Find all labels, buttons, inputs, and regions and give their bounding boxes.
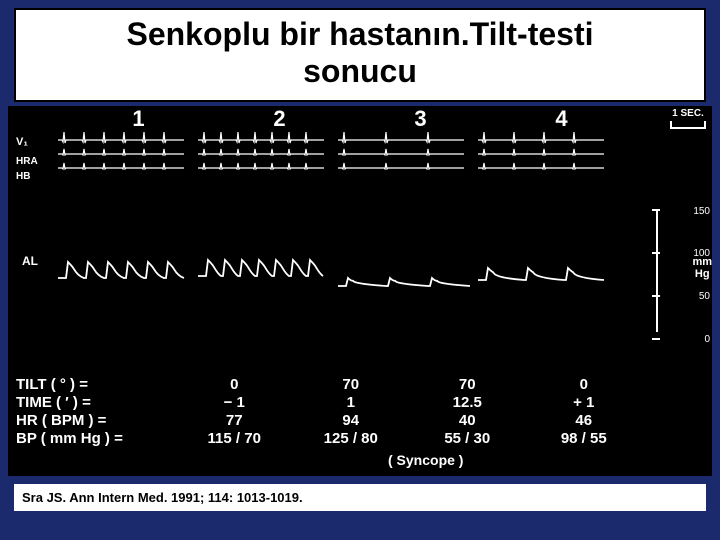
ecg-trace xyxy=(198,163,324,169)
table-cell: − 1 xyxy=(176,394,293,411)
ecg-trace xyxy=(478,149,604,155)
syncope-label: ( Syncope ) xyxy=(388,452,463,468)
title-line-2: sonucu xyxy=(303,53,417,89)
panel-number: 1 xyxy=(132,106,144,132)
panel-number: 2 xyxy=(273,106,285,132)
bp-tick-mark xyxy=(652,295,660,297)
lead-hb: HB xyxy=(16,171,38,182)
arterial-trace xyxy=(338,278,470,286)
bp-scale: 150100500 mm Hg xyxy=(650,206,710,336)
panel-number: 3 xyxy=(414,106,426,132)
sec-label: 1 SEC. xyxy=(672,108,704,119)
ecg-trace xyxy=(58,149,184,155)
ecg-trace xyxy=(338,163,464,169)
figure-area: 1 2 3 4 1 SEC. V₁ HRA HB AL 150100500 mm xyxy=(8,106,712,476)
table-cell: 12.5 xyxy=(409,394,526,411)
ecg-trace xyxy=(338,132,464,143)
slide-title: Senkoplu bir hastanın.Tilt-testi sonucu xyxy=(28,16,692,90)
citation-box: Sra JS. Ann Intern Med. 1991; 114: 1013-… xyxy=(14,484,706,511)
arterial-signal xyxy=(58,224,642,300)
sec-bracket-icon xyxy=(670,121,706,129)
arterial-trace xyxy=(478,268,604,280)
ecg-signals xyxy=(58,132,642,180)
table-cell: 115 / 70 xyxy=(176,430,293,447)
ecg-trace xyxy=(198,132,324,143)
bp-tick-mark xyxy=(652,252,660,254)
table-cell: 98 / 55 xyxy=(526,430,643,447)
title-box: Senkoplu bir hastanın.Tilt-testi sonucu xyxy=(14,8,706,102)
ecg-trace xyxy=(58,163,184,169)
bp-unit: mm Hg xyxy=(692,256,712,280)
table-row: TILT ( ° ) =070700 xyxy=(16,376,642,393)
table-cell: 46 xyxy=(526,412,643,429)
arterial-trace xyxy=(198,260,323,276)
table-cell: 94 xyxy=(293,412,410,429)
table-cell: 125 / 80 xyxy=(293,430,410,447)
table-cell: 0 xyxy=(526,376,643,393)
title-line-1: Senkoplu bir hastanın.Tilt-testi xyxy=(126,16,593,52)
lead-labels: V₁ HRA HB xyxy=(16,136,38,184)
ecg-trace xyxy=(58,132,184,143)
row-label: TIME ( ′ ) = xyxy=(16,394,176,411)
row-label: BP ( mm Hg ) = xyxy=(16,430,176,447)
table-cell: 55 / 30 xyxy=(409,430,526,447)
ecg-trace xyxy=(198,149,324,155)
table-row: HR ( BPM ) =77944046 xyxy=(16,412,642,429)
lead-v1: V₁ xyxy=(16,136,38,148)
ecg-trace xyxy=(338,149,464,155)
slide-root: Senkoplu bir hastanın.Tilt-testi sonucu … xyxy=(0,0,720,540)
ecg-trace xyxy=(478,132,604,143)
table-row: TIME ( ′ ) =− 1112.5+ 1 xyxy=(16,394,642,411)
bp-axis-line xyxy=(656,210,658,332)
arterial-svg xyxy=(58,224,618,300)
table-cell: 70 xyxy=(409,376,526,393)
row-label: TILT ( ° ) = xyxy=(16,376,176,393)
panel-number: 4 xyxy=(555,106,567,132)
bp-tick-mark xyxy=(652,209,660,211)
arterial-line-label: AL xyxy=(22,254,38,268)
table-cell: 77 xyxy=(176,412,293,429)
panel-numbers-row: 1 2 3 4 xyxy=(68,106,632,132)
measurements-table: TILT ( ° ) =070700TIME ( ′ ) =− 1112.5+ … xyxy=(16,376,642,448)
row-label: HR ( BPM ) = xyxy=(16,412,176,429)
table-cell: 40 xyxy=(409,412,526,429)
lead-hra: HRA xyxy=(16,156,38,167)
citation-text: Sra JS. Ann Intern Med. 1991; 114: 1013-… xyxy=(22,490,303,505)
table-cell: 70 xyxy=(293,376,410,393)
time-scale-marker: 1 SEC. xyxy=(670,108,706,129)
bp-tick-mark xyxy=(652,338,660,340)
ecg-svg xyxy=(58,132,618,180)
table-row: BP ( mm Hg ) =115 / 70125 / 8055 / 3098 … xyxy=(16,430,642,447)
arterial-trace xyxy=(58,262,184,278)
ecg-trace xyxy=(478,163,604,169)
table-cell: 0 xyxy=(176,376,293,393)
table-cell: + 1 xyxy=(526,394,643,411)
table-cell: 1 xyxy=(293,394,410,411)
bp-unit-hg: Hg xyxy=(695,268,710,280)
bp-unit-mm: mm xyxy=(692,256,712,268)
